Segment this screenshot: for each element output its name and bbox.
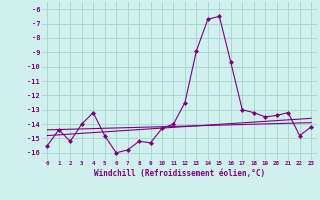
X-axis label: Windchill (Refroidissement éolien,°C): Windchill (Refroidissement éolien,°C)	[94, 169, 265, 178]
